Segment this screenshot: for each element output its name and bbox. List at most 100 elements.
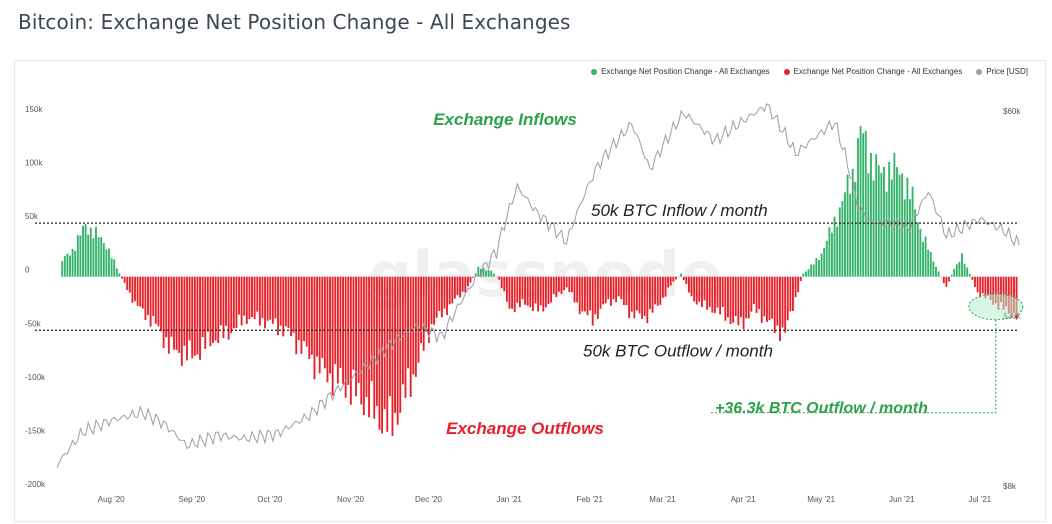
- outflow-bar: [565, 276, 568, 288]
- outflow-bar: [375, 276, 378, 406]
- outflow-bar: [141, 276, 144, 309]
- outflow-bar: [123, 276, 126, 283]
- outflow-bar: [386, 276, 389, 432]
- outflow-bar: [659, 276, 662, 305]
- inflow-bar: [71, 248, 74, 277]
- exchange-inflows-annotation: Exchange Inflows: [433, 110, 577, 129]
- inflow-bar: [862, 133, 865, 277]
- outflow-bar: [625, 276, 628, 306]
- outflow-bar: [459, 276, 462, 298]
- outflow-bar: [154, 276, 157, 324]
- outflow-bar: [290, 276, 292, 337]
- outflow-bar: [1005, 276, 1008, 307]
- inflow-bar: [968, 273, 971, 277]
- inflow-bar: [935, 266, 937, 277]
- inflow-bar: [108, 248, 110, 277]
- outflow-bar: [378, 276, 381, 430]
- inflow-bar: [810, 264, 813, 277]
- outflow-bar: [407, 276, 410, 369]
- outflow-bar: [352, 276, 355, 370]
- inflow-bar: [482, 267, 485, 277]
- legend-item-inflow[interactable]: Exchange Net Position Change - All Excha…: [591, 67, 770, 76]
- inflow-bar: [880, 172, 883, 277]
- x-tick-label: Nov '20: [337, 495, 364, 504]
- outflow-bar: [253, 276, 256, 320]
- inflow-bar: [818, 260, 820, 277]
- inflow-bar: [940, 276, 943, 278]
- y-tick-label-left: 150k: [25, 105, 43, 114]
- inflow-bar: [100, 237, 103, 277]
- outflow-bar: [586, 276, 589, 316]
- legend-item-price[interactable]: Price [USD]: [976, 67, 1028, 76]
- outflow-bar: [134, 276, 136, 302]
- outflow-bar: [316, 276, 318, 357]
- outflow-bar: [282, 276, 285, 337]
- legend-label: Exchange Net Position Change - All Excha…: [601, 67, 770, 76]
- outflow-bar: [516, 276, 519, 303]
- inflow-bar: [867, 173, 870, 277]
- outflow-bar: [620, 276, 623, 300]
- y-tick-label-left: -200k: [25, 480, 46, 489]
- inflow-bar: [833, 216, 836, 277]
- outflow-bar: [706, 276, 709, 310]
- outflow-bar: [508, 276, 511, 309]
- inflow-bar: [66, 253, 69, 277]
- inflow-bar: [823, 247, 826, 277]
- outflow-bar: [750, 276, 753, 312]
- outflow-bar: [607, 276, 610, 300]
- inflow-bar: [495, 276, 498, 278]
- outflow-bar: [498, 276, 501, 280]
- inflow-bar: [105, 249, 108, 277]
- inflow-bar: [854, 181, 857, 277]
- legend-dot-price: [976, 68, 983, 75]
- outflow-bar: [383, 276, 386, 410]
- inflow-bar: [958, 261, 961, 277]
- outflow-bar: [669, 276, 672, 286]
- outflow-bar: [685, 276, 688, 285]
- x-tick-label: Jul '21: [968, 495, 991, 504]
- outflow-bar: [1002, 276, 1005, 310]
- inflow-bar: [961, 253, 963, 277]
- outflow-bar: [277, 276, 279, 336]
- outflow-bar: [456, 276, 459, 296]
- inflow-bar: [911, 186, 914, 277]
- outflow-bar: [766, 276, 768, 322]
- x-tick-label: Feb '21: [576, 495, 603, 504]
- outflow-bar: [552, 276, 555, 295]
- outflow-bar: [284, 276, 287, 327]
- outflow-bar: [797, 276, 800, 293]
- outflow-bar: [469, 276, 472, 283]
- outflow-bar: [357, 276, 360, 383]
- outflow-bar: [737, 276, 740, 326]
- legend-item-outflow[interactable]: Exchange Net Position Change - All Excha…: [783, 67, 962, 76]
- outflow-bar: [773, 276, 776, 334]
- inflow-bar: [115, 268, 118, 277]
- outflow-bar: [438, 276, 441, 311]
- y-tick-label-right: $8k: [1003, 482, 1017, 491]
- outflow-bar: [440, 276, 443, 318]
- inflow-bar: [937, 271, 940, 277]
- outflow-bar: [786, 276, 789, 321]
- inflow-bar: [92, 238, 95, 277]
- y-tick-label-left: 100k: [25, 159, 43, 168]
- outflow-bar: [425, 276, 428, 332]
- outflow-bar: [451, 276, 454, 304]
- outflow-bar: [435, 276, 438, 318]
- x-tick-label: Sep '20: [178, 495, 205, 504]
- outflow-bar: [152, 276, 155, 316]
- inflow-bar: [927, 249, 930, 277]
- outflow-bar: [251, 276, 253, 318]
- outflow-bar: [596, 276, 599, 319]
- outflow-bar: [433, 276, 436, 325]
- outflow-bar: [539, 276, 542, 306]
- outflow-bar: [708, 276, 711, 307]
- outflow-reference-label: 50k BTC Outflow / month: [583, 341, 773, 360]
- outflow-bar: [180, 276, 183, 366]
- outflow-bar: [448, 276, 451, 305]
- outflow-bar: [521, 276, 524, 300]
- outflow-bar: [165, 276, 168, 338]
- outflow-bar: [550, 276, 553, 303]
- outflow-bar: [464, 276, 467, 293]
- exchange-outflows-annotation: Exchange Outflows: [446, 419, 604, 438]
- outflow-bar: [453, 276, 456, 299]
